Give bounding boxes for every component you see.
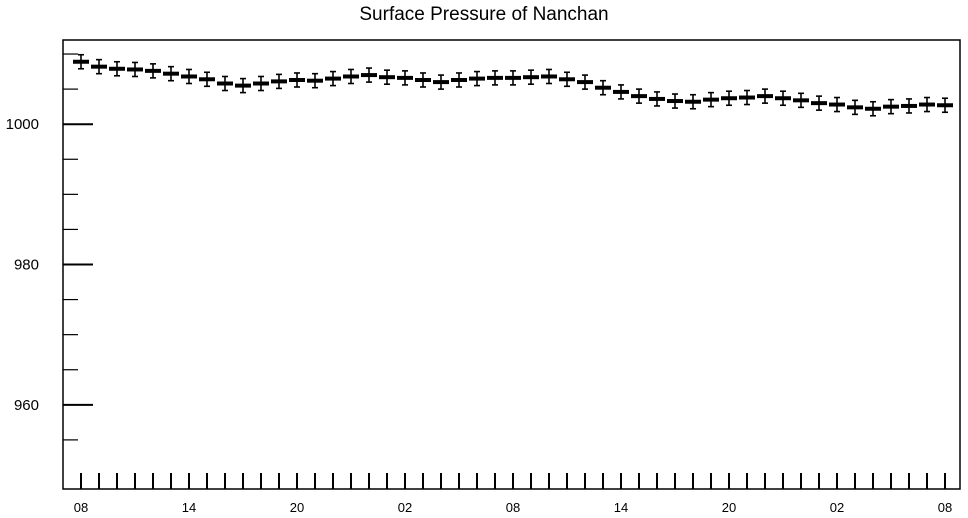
data-point: [757, 88, 773, 104]
data-point: [739, 89, 755, 106]
plot-frame: [62, 39, 961, 490]
data-point: [541, 68, 557, 85]
data-point: [361, 67, 377, 83]
data-point: [109, 60, 125, 77]
data-point: [631, 88, 647, 104]
data-point: [307, 72, 323, 89]
data-point: [253, 75, 269, 92]
x-tick-label: 08: [938, 500, 952, 515]
data-point: [487, 70, 503, 86]
data-point: [469, 70, 485, 87]
y-tick-label: 980: [14, 257, 39, 274]
data-point: [775, 90, 791, 107]
y-axis: 960 980 1000: [6, 53, 93, 441]
x-tick-label: 20: [290, 500, 304, 515]
data-point: [649, 91, 665, 107]
data-point: [523, 69, 539, 85]
data-point: [847, 99, 863, 116]
data-point: [721, 90, 737, 107]
data-point: [271, 73, 287, 90]
data-point: [577, 74, 593, 90]
data-point: [937, 97, 953, 114]
data-point: [145, 63, 161, 79]
x-tick-label: 02: [830, 500, 844, 515]
data-point: [181, 68, 197, 85]
data-point: [505, 70, 521, 86]
data-point: [883, 98, 899, 115]
x-tick-label: 08: [74, 500, 88, 515]
x-tick-label: 14: [182, 500, 196, 515]
y-tick-label: 960: [14, 397, 39, 414]
data-point: [343, 68, 359, 85]
data-point: [397, 70, 413, 86]
data-point: [73, 53, 89, 70]
x-tick-label: 08: [506, 500, 520, 515]
data-point: [685, 93, 701, 110]
data-point: [829, 96, 845, 113]
data-point: [379, 69, 395, 85]
data-point: [199, 71, 215, 88]
data-point: [919, 96, 935, 113]
data-point: [865, 100, 881, 117]
data-point: [325, 70, 341, 87]
data-point: [793, 92, 809, 109]
y-tick-label: 1000: [6, 116, 39, 133]
data-point: [667, 93, 683, 109]
x-axis: 08 14 20 02 08 14 20 02 08: [74, 473, 952, 515]
data-point: [703, 91, 719, 108]
data-point: [217, 75, 233, 92]
data-point: [235, 77, 251, 94]
data-point: [559, 71, 575, 88]
data-series: [73, 53, 953, 117]
data-point: [613, 84, 629, 100]
data-point: [433, 74, 449, 90]
data-point: [127, 61, 143, 78]
data-point: [811, 95, 827, 111]
data-point: [451, 72, 467, 88]
data-point: [91, 58, 107, 75]
chart-title: Surface Pressure of Nanchan: [359, 4, 609, 25]
x-tick-label: 02: [398, 500, 412, 515]
data-point: [901, 98, 917, 114]
x-tick-label: 14: [614, 500, 628, 515]
data-point: [163, 65, 179, 82]
data-point: [595, 79, 611, 96]
x-tick-label: 20: [722, 500, 736, 515]
data-point: [289, 72, 305, 88]
data-point: [415, 72, 431, 88]
